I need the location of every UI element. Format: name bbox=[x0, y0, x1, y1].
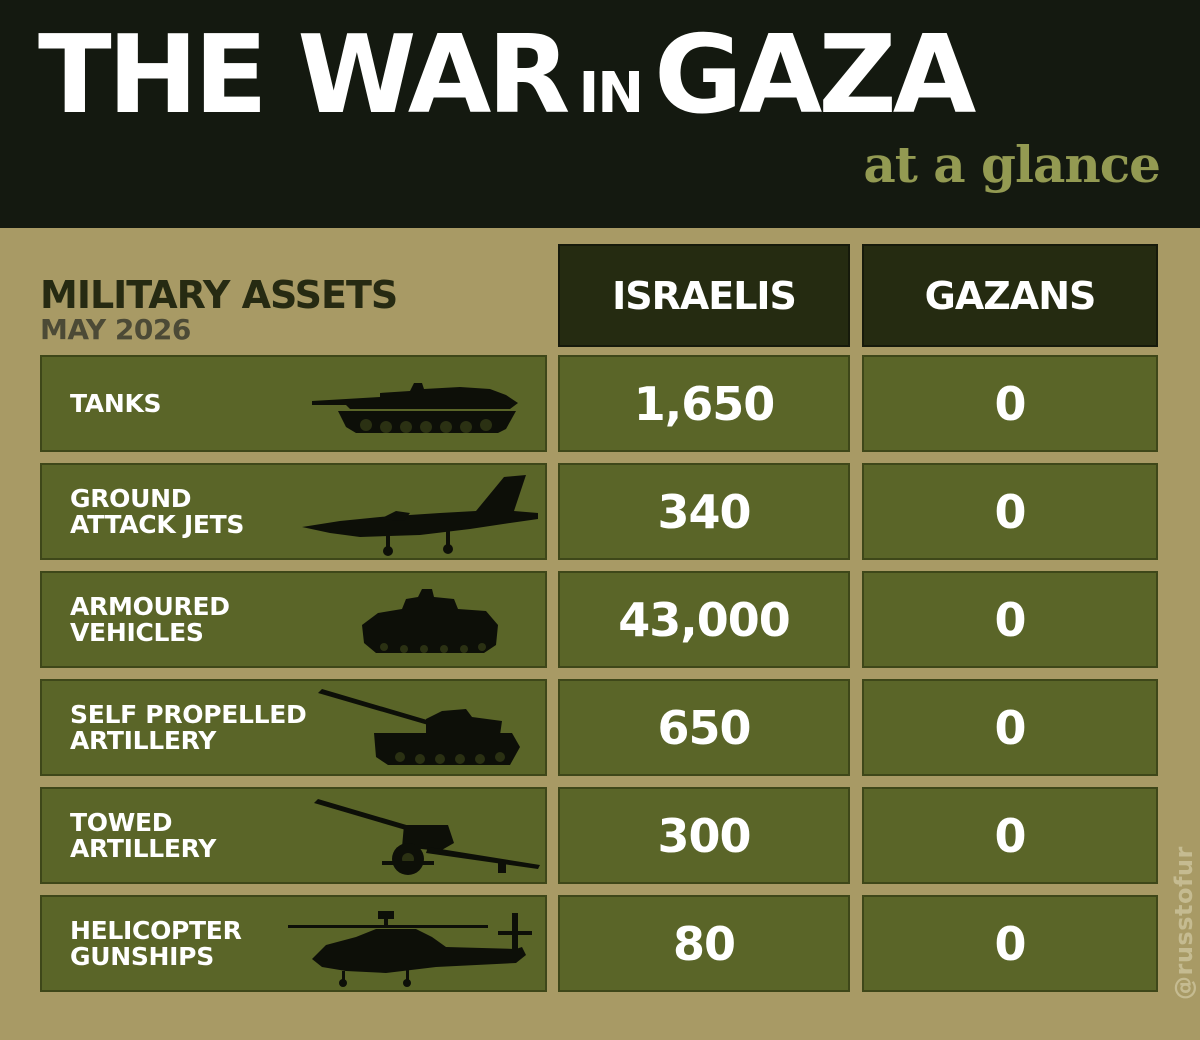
row-label-cell: GROUND ATTACK JETS bbox=[40, 463, 547, 560]
fighter-jet-icon bbox=[300, 471, 544, 559]
asset-label: ARMOURED VEHICLES bbox=[70, 591, 230, 647]
gazans-value: 0 bbox=[862, 571, 1158, 668]
page-subtitle: at a glance bbox=[863, 135, 1161, 194]
column-header-gazans: GAZANS bbox=[862, 244, 1158, 347]
israelis-value: 650 bbox=[558, 679, 850, 776]
israelis-value: 340 bbox=[558, 463, 850, 560]
tank-icon bbox=[310, 371, 526, 443]
armoured-vehicle-icon bbox=[358, 585, 508, 661]
asset-label: SELF PROPELLED ARTILLERY bbox=[70, 699, 307, 755]
asset-label: TANKS bbox=[70, 388, 162, 418]
header-banner: THE WAR IN GAZA at a glance bbox=[0, 0, 1200, 228]
watermark: @russtofur bbox=[1170, 846, 1198, 1000]
asset-label: HELICOPTER GUNSHIPS bbox=[70, 915, 242, 971]
title-part-1: THE WAR bbox=[38, 13, 570, 138]
page-title: THE WAR IN GAZA bbox=[38, 22, 1168, 130]
gazans-value: 0 bbox=[862, 463, 1158, 560]
israelis-value: 1,650 bbox=[558, 355, 850, 452]
israelis-value: 43,000 bbox=[558, 571, 850, 668]
asset-label: GROUND ATTACK JETS bbox=[70, 483, 245, 539]
towed-artillery-icon bbox=[308, 799, 544, 879]
row-label-cell: TANKS bbox=[40, 355, 547, 452]
gazans-value: 0 bbox=[862, 679, 1158, 776]
row-label-cell: ARMOURED VEHICLES bbox=[40, 571, 547, 668]
title-part-3: GAZA bbox=[654, 13, 976, 138]
section-date: MAY 2026 bbox=[40, 313, 191, 346]
gazans-value: 0 bbox=[862, 895, 1158, 992]
asset-label: TOWED ARTILLERY bbox=[70, 807, 217, 863]
israelis-value: 300 bbox=[558, 787, 850, 884]
column-header-israelis: ISRAELIS bbox=[558, 244, 850, 347]
title-part-2: IN bbox=[578, 61, 644, 126]
israelis-value: 80 bbox=[558, 895, 850, 992]
row-label-cell: HELICOPTER GUNSHIPS bbox=[40, 895, 547, 992]
row-label-cell: TOWED ARTILLERY bbox=[40, 787, 547, 884]
gazans-value: 0 bbox=[862, 355, 1158, 452]
row-label-cell: SELF PROPELLED ARTILLERY bbox=[40, 679, 547, 776]
section-title: MILITARY ASSETS bbox=[40, 273, 398, 317]
self-propelled-artillery-icon bbox=[316, 687, 528, 771]
gazans-value: 0 bbox=[862, 787, 1158, 884]
helicopter-icon bbox=[286, 907, 542, 987]
